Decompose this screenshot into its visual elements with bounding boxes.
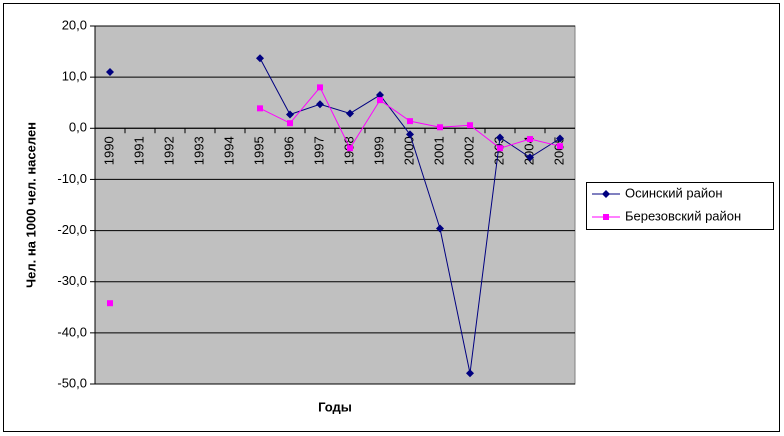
y-tick-label: -20,0 bbox=[57, 222, 87, 237]
point bbox=[603, 214, 609, 220]
point bbox=[526, 153, 534, 162]
x-tick-label: 1992 bbox=[161, 136, 176, 165]
x-tick-label: 1999 bbox=[371, 136, 386, 165]
point bbox=[347, 145, 353, 152]
x-tick-label: 2002 bbox=[461, 136, 476, 165]
x-axis-title: Годы bbox=[318, 399, 352, 414]
point bbox=[407, 118, 413, 125]
x-tick-label: 1990 bbox=[101, 136, 116, 165]
point bbox=[557, 143, 563, 150]
point bbox=[106, 68, 114, 77]
x-tick-label: 1996 bbox=[281, 136, 296, 165]
point bbox=[437, 124, 443, 131]
point bbox=[317, 84, 323, 91]
point bbox=[466, 369, 474, 378]
y-tick-label: -10,0 bbox=[57, 171, 87, 186]
point bbox=[467, 122, 473, 129]
legend-label: Березовский район bbox=[625, 208, 741, 223]
x-tick-label: 1993 bbox=[191, 136, 206, 165]
point bbox=[376, 91, 384, 100]
y-tick-label: -50,0 bbox=[57, 375, 87, 390]
legend: Осинский район Березовский район bbox=[586, 182, 774, 230]
y-tick-label: 20,0 bbox=[62, 17, 87, 32]
y-tick-label: -30,0 bbox=[57, 273, 87, 288]
point bbox=[556, 134, 564, 143]
point bbox=[496, 133, 504, 142]
point bbox=[497, 145, 503, 152]
point bbox=[256, 54, 264, 63]
point bbox=[602, 190, 610, 198]
y-tick-label: 10,0 bbox=[62, 69, 87, 84]
point bbox=[316, 100, 324, 109]
x-tick-label: 1995 bbox=[251, 136, 266, 165]
point bbox=[436, 224, 444, 233]
x-tick-label: 1994 bbox=[221, 136, 236, 165]
x-tick-label: 1991 bbox=[131, 136, 146, 165]
x-tick-label: 1997 bbox=[311, 136, 326, 165]
point bbox=[257, 105, 263, 112]
point bbox=[346, 109, 354, 118]
point bbox=[527, 136, 533, 143]
legend-box bbox=[586, 182, 774, 230]
y-axis-title: Чел. на 1000 чел. населен bbox=[23, 122, 38, 288]
point bbox=[287, 120, 293, 127]
point bbox=[107, 300, 113, 307]
point bbox=[377, 97, 383, 104]
y-tick-label: 0,0 bbox=[69, 120, 87, 135]
x-tick-label: 2001 bbox=[431, 136, 446, 165]
point bbox=[406, 130, 414, 139]
y-tick-label: -40,0 bbox=[57, 324, 87, 339]
point bbox=[286, 110, 294, 119]
legend-label: Осинский район bbox=[625, 185, 723, 200]
x-tick-label: 2000 bbox=[401, 136, 416, 165]
plot-area bbox=[94, 25, 576, 385]
